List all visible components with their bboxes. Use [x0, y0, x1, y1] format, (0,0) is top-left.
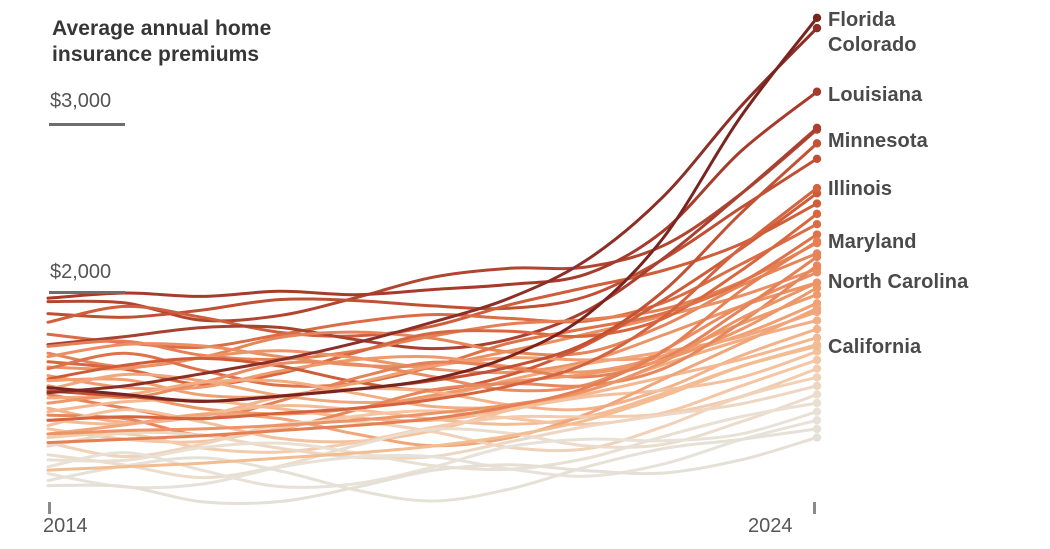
background-state-line-32 — [46, 410, 819, 489]
state-label-louisiana: Louisiana — [828, 84, 923, 106]
background-state-line-27-endpoint-dot — [812, 364, 822, 373]
background-state-line-30-endpoint-dot — [812, 390, 822, 399]
state-line-illinois — [46, 186, 819, 422]
background-state-line-35-endpoint-dot — [812, 433, 822, 442]
state-line-california-endpoint-dot — [812, 342, 822, 351]
background-state-line-19 — [46, 286, 819, 416]
background-state-line-28-endpoint-dot — [812, 373, 822, 382]
y-axis-tick-3000 — [49, 123, 125, 126]
background-state-line-5 — [46, 126, 819, 351]
state-line-maryland-endpoint-dot — [812, 237, 822, 246]
state-line-north-carolina — [46, 281, 819, 436]
background-state-line-29-endpoint-dot — [812, 381, 822, 391]
background-state-line-25-endpoint-dot — [812, 355, 822, 365]
state-label-california: California — [828, 336, 922, 358]
background-state-line-1 — [46, 128, 819, 323]
background-state-line-33 — [46, 418, 819, 490]
x-axis-label-2024: 2024 — [748, 515, 793, 537]
state-label-minnesota: Minnesota — [828, 130, 928, 152]
background-state-line-35 — [46, 436, 819, 505]
state-line-louisiana-endpoint-dot — [812, 87, 822, 96]
background-state-line-2 — [46, 157, 819, 319]
x-axis-tick-2024 — [813, 502, 816, 514]
y-axis-tick-2000 — [49, 291, 125, 294]
background-state-line-25 — [46, 358, 819, 444]
background-state-line-11-endpoint-dot — [812, 230, 822, 239]
background-state-line-21-endpoint-dot — [812, 333, 822, 342]
background-state-line-22-endpoint-dot — [812, 261, 822, 270]
background-state-line-28 — [46, 375, 819, 459]
state-line-colorado-endpoint-dot — [812, 23, 822, 33]
background-state-line-26-endpoint-dot — [812, 304, 822, 313]
background-state-line-9-endpoint-dot — [812, 209, 822, 219]
background-state-line-14 — [46, 301, 819, 399]
background-state-line-27 — [46, 367, 819, 454]
state-line-north-carolina-endpoint-dot — [812, 278, 822, 287]
state-label-north-carolina: North Carolina — [828, 271, 969, 293]
state-line-colorado — [46, 26, 819, 395]
background-state-line-30 — [46, 393, 819, 480]
background-state-line-20-endpoint-dot — [812, 324, 822, 334]
state-line-maryland — [46, 239, 819, 445]
state-line-illinois-endpoint-dot — [812, 183, 822, 193]
y-axis-label-3000: $3,000 — [50, 90, 112, 112]
state-label-colorado: Colorado — [828, 34, 917, 56]
background-state-line-12-endpoint-dot — [812, 290, 822, 299]
state-label-illinois: Illinois — [828, 178, 893, 200]
chart-title: Average annual home insurance premiums — [52, 17, 272, 67]
background-state-line-31-endpoint-dot — [812, 398, 822, 408]
state-line-florida — [46, 16, 819, 403]
state-line-california — [46, 344, 819, 472]
background-state-line-3-endpoint-dot — [812, 199, 822, 208]
background-state-line-31 — [46, 401, 819, 472]
background-state-line-2-endpoint-dot — [812, 154, 822, 164]
background-state-line-34-endpoint-dot — [812, 424, 822, 434]
y-axis-label-2000: $2,000 — [50, 261, 112, 283]
background-state-line-18-endpoint-dot — [812, 316, 822, 325]
state-label-maryland: Maryland — [828, 231, 917, 253]
background-state-line-32-endpoint-dot — [812, 407, 822, 416]
state-line-minnesota-endpoint-dot — [812, 139, 822, 148]
state-line-florida-endpoint-dot — [812, 13, 822, 22]
x-axis-label-2014: 2014 — [43, 515, 88, 537]
background-state-line-4-endpoint-dot — [812, 220, 822, 229]
background-state-line-34 — [46, 427, 819, 503]
x-axis-tick-2014 — [48, 502, 51, 514]
background-state-line-17-endpoint-dot — [812, 252, 822, 262]
state-line-louisiana — [46, 90, 819, 300]
state-label-florida: Florida — [828, 9, 896, 31]
background-state-line-5-endpoint-dot — [812, 123, 822, 133]
background-state-line-33-endpoint-dot — [812, 416, 822, 425]
background-state-line-15-endpoint-dot — [812, 268, 822, 277]
